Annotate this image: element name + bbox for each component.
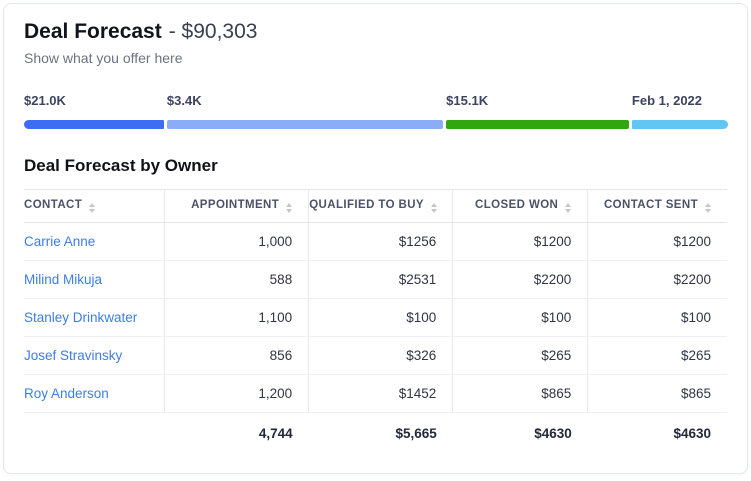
progress-segment-label: $21.0K [24,93,66,109]
column-header-contact-sent[interactable]: CONTACT SENT [587,189,727,224]
sort-icon [89,203,96,214]
appointment-value: 588 [164,260,309,300]
column-header-qualified-to-buy[interactable]: QUALIFIED TO BUY [308,189,453,224]
contact-link[interactable]: Stanley Drinkwater [24,310,138,326]
page-title: Deal Forecast - $90,303 [24,19,727,45]
table-row: Milind Mikuja 588 $2531 $2200 $2200 [24,260,727,300]
progress-segment-label: Feb 1, 2022 [631,93,703,109]
progress-segment-label: $15.1K [446,93,489,109]
appointment-value: 856 [164,336,309,376]
column-header-label: CLOSED WON [475,199,559,212]
table-header-row: CONTACT APPOINTMENT QUALIFIED TO BUY CLO… [24,189,727,224]
qualified-to-buy-value: $1452 [308,374,453,414]
page-title-text: Deal Forecast [24,20,162,43]
column-header-label: APPOINTMENT [191,199,280,212]
total-appointment: 4,744 [258,426,293,442]
contact-sent-value: $2200 [587,260,727,300]
qualified-to-buy-value: $100 [308,298,453,338]
contact-sent-value: $100 [587,298,727,338]
progress-segment [446,120,629,130]
table-row: Stanley Drinkwater 1,100 $100 $100 $100 [24,298,727,338]
appointment-value: 1,100 [164,298,309,338]
appointment-value: 1,000 [164,222,309,262]
closed-won-value: $865 [452,374,588,414]
total-closed-won: $4630 [534,426,572,442]
appointment-value: 1,200 [164,374,309,414]
closed-won-value: $265 [452,336,588,376]
total-qualified-to-buy: $5,665 [395,426,437,442]
qualified-to-buy-value: $326 [308,336,453,376]
progress-segment [166,120,444,130]
qualified-to-buy-value: $2531 [308,260,453,300]
contact-link[interactable]: Milind Mikuja [24,272,103,288]
contact-sent-value: $1200 [587,222,727,262]
progress-segment-label: $3.4K [166,93,202,109]
page-title-amount: - $90,303 [168,20,258,43]
closed-won-value: $2200 [452,260,588,300]
closed-won-value: $100 [452,298,588,338]
progress-labels: $21.0K $3.4K $15.1K Feb 1, 2022 [24,93,727,108]
table-row: Roy Anderson 1,200 $1452 $865 $865 [24,374,727,414]
deal-forecast-table: CONTACT APPOINTMENT QUALIFIED TO BUY CLO… [24,189,727,459]
contact-sent-value: $865 [587,374,727,414]
progress-bar [24,120,728,130]
column-header-label: QUALIFIED TO BUY [309,199,425,212]
progress-segment [24,120,164,130]
sort-icon [286,203,293,214]
qualified-to-buy-value: $1256 [308,222,453,262]
section-title: Deal Forecast by Owner [24,156,218,176]
totals-row: 4,744 $5,665 $4630 $4630 [24,413,727,460]
page-subtitle: Show what you offer here [24,50,183,67]
contact-sent-value: $265 [587,336,727,376]
contact-link[interactable]: Roy Anderson [24,386,109,402]
sort-icon [431,203,438,214]
column-header-appointment[interactable]: APPOINTMENT [164,189,309,224]
column-header-label: CONTACT [24,199,83,212]
deal-forecast-card: Deal Forecast - $90,303 Show what you off… [3,3,748,474]
contact-link[interactable]: Josef Stravinsky [24,348,123,364]
column-header-contact[interactable]: CONTACT [24,189,165,224]
closed-won-value: $1200 [452,222,588,262]
column-header-closed-won[interactable]: CLOSED WON [452,189,588,224]
sort-icon [565,203,572,214]
column-header-label: CONTACT SENT [603,199,698,212]
table-row: Carrie Anne 1,000 $1256 $1200 $1200 [24,222,727,262]
contact-link[interactable]: Carrie Anne [24,234,96,250]
total-contact-sent: $4630 [673,426,711,442]
sort-icon [705,203,711,214]
totals-spacer [24,413,165,460]
table-row: Josef Stravinsky 856 $326 $265 $265 [24,336,727,376]
progress-segment [631,120,728,130]
deal-stage-progress: $21.0K $3.4K $15.1K Feb 1, 2022 [24,93,728,130]
